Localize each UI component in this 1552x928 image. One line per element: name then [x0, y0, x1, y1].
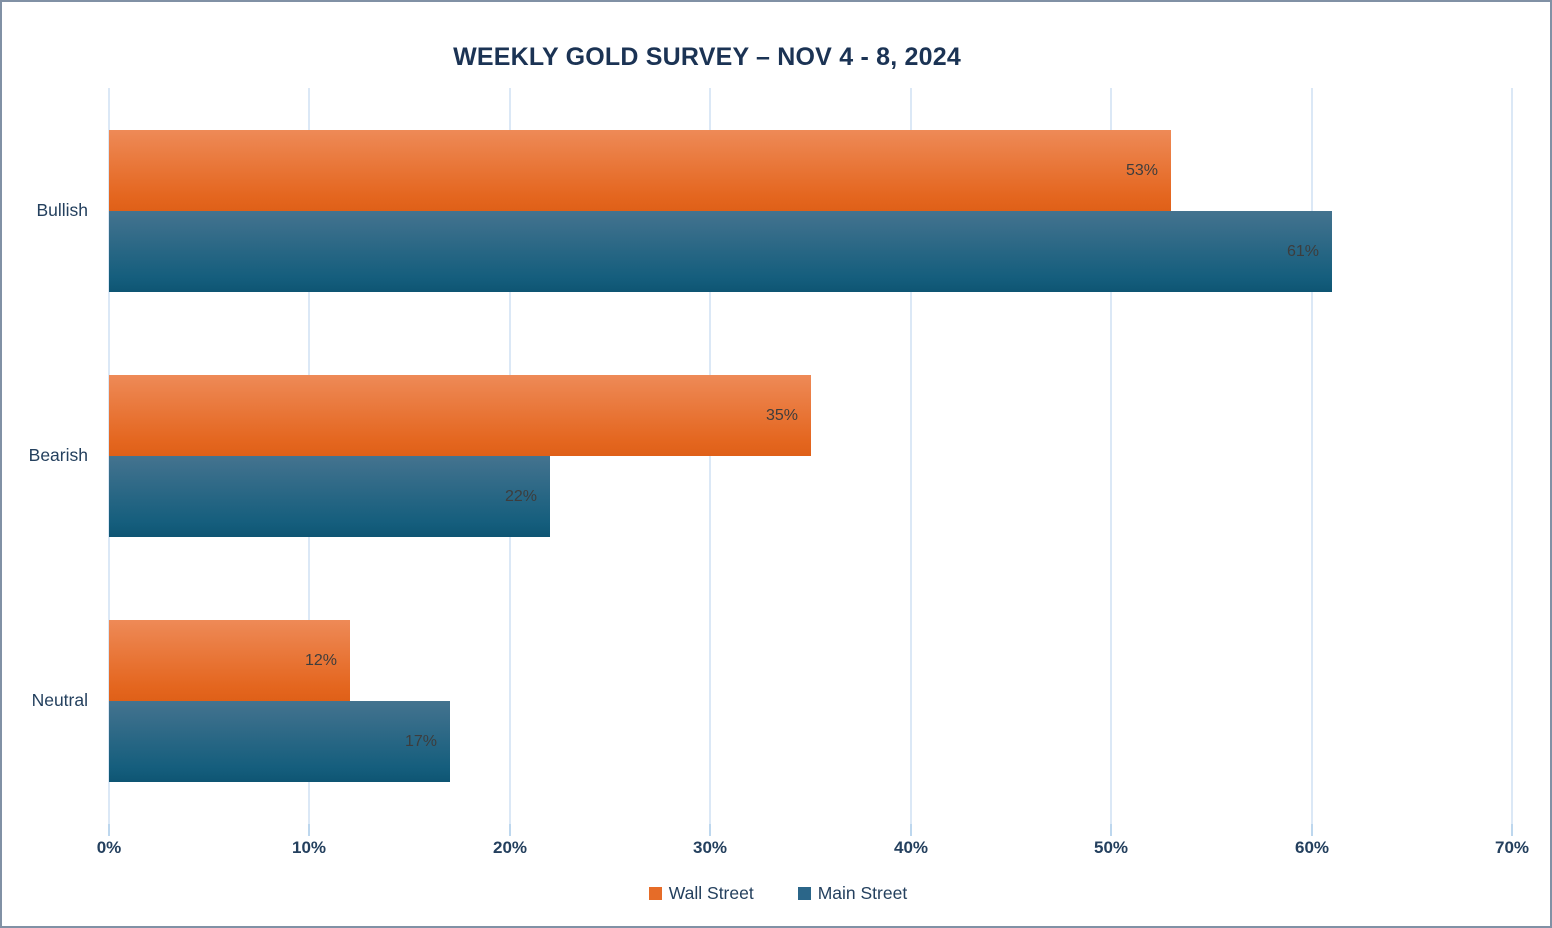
axis-tick: [1511, 824, 1513, 836]
bar-data-label: 12%: [304, 651, 337, 669]
x-axis-tick-label: 0%: [96, 838, 122, 857]
bar-bullish-wall-street: 53%: [109, 130, 1171, 211]
axis-tick: [709, 824, 711, 836]
bar-data-label: 35%: [765, 406, 798, 424]
bar-data-label: 17%: [404, 732, 437, 750]
axis-tick: [910, 824, 912, 836]
bar-data-label: 61%: [1286, 242, 1319, 260]
legend-item-main-street: Main Street: [797, 883, 908, 904]
legend-label: Main Street: [817, 883, 908, 903]
x-axis-tick-label: 10%: [291, 838, 327, 857]
axis-tick: [108, 824, 110, 836]
x-axis-tick-label: 30%: [692, 838, 728, 857]
legend-swatch-icon: [648, 887, 662, 900]
bar-data-label: 22%: [504, 487, 537, 505]
bar-neutral-main-street: 17%: [109, 701, 450, 782]
bar-bullish-main-street: 61%: [109, 211, 1332, 292]
axis-tick: [509, 824, 511, 836]
x-axis-tick-label: 70%: [1494, 838, 1530, 857]
legend-label: Wall Street: [668, 883, 754, 903]
bar-bearish-wall-street: 35%: [109, 375, 811, 456]
x-axis-tick-label: 60%: [1294, 838, 1330, 857]
legend-item-wall-street: Wall Street: [648, 883, 754, 904]
gridline: [1311, 88, 1313, 824]
gridline: [910, 88, 912, 824]
category-label-bullish: Bullish: [36, 200, 88, 220]
x-axis-tick-label: 20%: [492, 838, 528, 857]
axis-tick: [308, 824, 310, 836]
legend-swatch-icon: [797, 887, 811, 900]
gridline: [709, 88, 711, 824]
bar-neutral-wall-street: 12%: [109, 620, 350, 701]
legend: Wall Street Main Street: [2, 883, 1550, 904]
x-axis-tick-label: 40%: [893, 838, 929, 857]
gridline: [1511, 88, 1513, 824]
axis-tick: [1311, 824, 1313, 836]
gridline: [1110, 88, 1112, 824]
axis-tick: [1110, 824, 1112, 836]
x-axis-tick-label: 50%: [1093, 838, 1129, 857]
bar-data-label: 53%: [1125, 161, 1158, 179]
bar-bearish-main-street: 22%: [109, 456, 550, 537]
plot-area: 53% 61% 35% 22% 12% 17%: [108, 88, 1513, 836]
chart-title: WEEKLY GOLD SURVEY – NOV 4 - 8, 2024: [453, 43, 961, 71]
category-label-neutral: Neutral: [31, 690, 88, 710]
category-label-bearish: Bearish: [28, 445, 88, 465]
